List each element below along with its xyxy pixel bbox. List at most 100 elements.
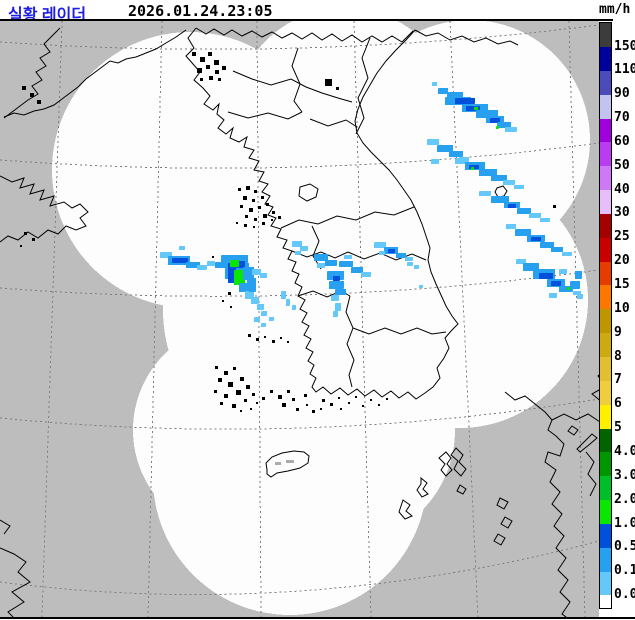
legend-value-label: 1.0 bbox=[614, 515, 635, 531]
precipitation-echo-cell bbox=[329, 281, 344, 289]
legend-color-segment bbox=[600, 285, 611, 310]
island-dot bbox=[256, 402, 258, 404]
jeju-terrain-spots bbox=[275, 460, 294, 465]
island-dot bbox=[24, 232, 27, 235]
legend-color-segment bbox=[600, 166, 611, 191]
precipitation-echo-cell bbox=[361, 272, 371, 277]
precipitation-echo-cell bbox=[491, 196, 509, 203]
island-dot bbox=[240, 205, 243, 208]
legend-value-label: 10 bbox=[614, 300, 630, 316]
island-dot bbox=[232, 404, 236, 408]
island-dot bbox=[264, 336, 266, 338]
radar-coverage-circle bbox=[153, 341, 427, 615]
island-dot bbox=[236, 222, 238, 224]
legend-color-segment bbox=[600, 476, 611, 501]
precipitation-echo-cell bbox=[497, 122, 511, 128]
precipitation-echo-cell bbox=[251, 297, 259, 304]
island-dot bbox=[280, 337, 282, 339]
island-dot bbox=[248, 334, 251, 337]
legend-color-segment bbox=[600, 23, 611, 47]
island-dot bbox=[378, 404, 380, 406]
province-border bbox=[345, 295, 355, 388]
precipitation-echo-cell bbox=[243, 267, 254, 280]
precipitation-echo-cell bbox=[517, 208, 531, 214]
island-dot bbox=[258, 206, 261, 209]
border-north bbox=[195, 27, 414, 43]
legend-color-segment bbox=[600, 70, 611, 95]
precipitation-echo-cell bbox=[539, 273, 553, 279]
province-border bbox=[352, 327, 447, 335]
island-dot bbox=[272, 340, 275, 343]
island-dot bbox=[206, 65, 210, 69]
precipitation-echo-cell bbox=[261, 323, 266, 327]
precipitation-echo-cell bbox=[388, 249, 395, 253]
coastline-iki bbox=[456, 484, 467, 495]
precipitation-echo-cell bbox=[549, 293, 557, 298]
island-dot bbox=[263, 214, 267, 218]
island-dot bbox=[370, 399, 372, 401]
coastline-liaodong-south bbox=[3, 29, 187, 118]
legend-value-label: 4.0 bbox=[614, 443, 635, 459]
coastline-honshu-island bbox=[576, 433, 598, 453]
precipitation-echo-cell bbox=[503, 180, 515, 185]
island-dot bbox=[224, 371, 228, 375]
island-dot bbox=[228, 382, 233, 387]
island-dot bbox=[296, 408, 299, 411]
legend-value-label: 25 bbox=[614, 229, 630, 245]
coastline-ne-sliver bbox=[414, 29, 519, 46]
jeju-terrain-spot bbox=[275, 462, 281, 465]
island-dot bbox=[261, 196, 264, 199]
island-dot bbox=[348, 402, 350, 404]
legend-unit-label: mm/h bbox=[599, 2, 631, 17]
island-dot bbox=[37, 100, 41, 104]
island-dot bbox=[215, 70, 219, 74]
precipitation-echo-cell bbox=[432, 82, 437, 86]
island-dot bbox=[224, 394, 228, 398]
legend-value-label: 0.1 bbox=[614, 563, 635, 579]
precipitation-echo-cell bbox=[335, 289, 346, 295]
graticule-line bbox=[0, 24, 599, 50]
legend-colorbar bbox=[599, 22, 612, 609]
legend-color-segment bbox=[600, 309, 611, 334]
precipitation-echo-cell bbox=[249, 287, 256, 292]
legend-color-segment bbox=[600, 237, 611, 262]
precipitation-echo-cell bbox=[407, 262, 413, 266]
province-border bbox=[232, 70, 353, 103]
island-dot bbox=[287, 390, 290, 393]
island-dot bbox=[322, 399, 325, 402]
legend-color-segment bbox=[600, 404, 611, 429]
island-dot bbox=[256, 338, 259, 341]
island-dot bbox=[278, 395, 282, 399]
header-divider bbox=[0, 19, 613, 21]
precipitation-echo-cell bbox=[339, 261, 353, 267]
province-border bbox=[291, 250, 349, 259]
island-dot bbox=[197, 68, 202, 73]
island-dot bbox=[233, 367, 236, 370]
precipitation-echo-cell bbox=[431, 159, 439, 164]
legend-value-label: 70 bbox=[614, 110, 630, 126]
observation-timestamp: 2026.01.24.23:05 bbox=[128, 2, 273, 20]
precipitation-echo-cell bbox=[374, 242, 386, 248]
legend-value-label: 15 bbox=[614, 277, 630, 292]
island-dot bbox=[200, 57, 205, 62]
precipitation-echo-cell bbox=[186, 262, 200, 268]
precipitation-echo-cell bbox=[531, 237, 541, 241]
precipitation-echo-cell bbox=[505, 127, 517, 132]
island-dot bbox=[270, 390, 273, 393]
island-dot bbox=[553, 205, 556, 208]
precipitation-echo-cell bbox=[344, 255, 352, 259]
precipitation-echo-cell bbox=[333, 311, 338, 317]
legend-value-label: 5 bbox=[614, 420, 622, 436]
precipitation-echo-cell bbox=[335, 303, 341, 311]
precipitation-echoes bbox=[160, 82, 583, 327]
precipitation-echo-cell bbox=[506, 224, 516, 229]
precipitation-echo-cell bbox=[567, 287, 570, 290]
coastline-korea bbox=[185, 27, 459, 400]
precipitation-echo-cell bbox=[292, 241, 302, 247]
island-dot bbox=[244, 399, 247, 402]
precipitation-echo-cell bbox=[295, 251, 301, 255]
legend-color-segment bbox=[600, 500, 611, 524]
precipitation-echo-cell bbox=[479, 191, 491, 196]
radar-map bbox=[0, 21, 599, 618]
island-dot bbox=[386, 398, 388, 400]
